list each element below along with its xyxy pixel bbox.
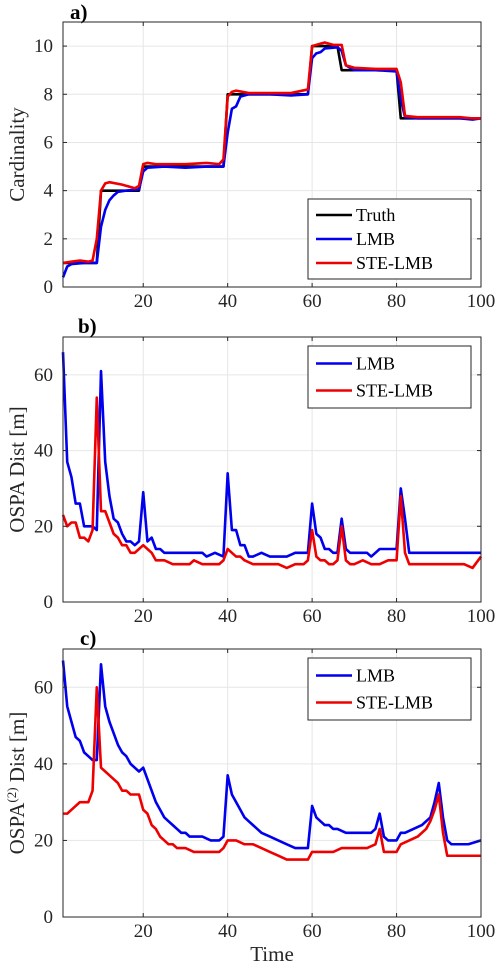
x-tick-label: 20 <box>134 921 153 942</box>
legend-label-ste-lmb: STE-LMB <box>356 253 433 273</box>
x-tick-label: 40 <box>218 606 237 627</box>
y-tick-label: 20 <box>34 830 53 851</box>
x-tick-label: 20 <box>134 606 153 627</box>
legend-label-ste-lmb: STE-LMB <box>356 693 433 713</box>
x-tick-label: 100 <box>467 606 496 627</box>
y-axis-label: Cardinality <box>5 107 29 202</box>
series-line-lmb <box>61 352 481 558</box>
y-tick-label: 0 <box>44 592 54 613</box>
y-tick-label: 40 <box>34 441 53 462</box>
series-line-ste-lmb <box>61 396 483 570</box>
legend-box <box>307 345 472 409</box>
x-tick-label: 20 <box>134 291 153 312</box>
x-tick-label: 80 <box>387 606 406 627</box>
y-tick-label: 0 <box>44 277 54 298</box>
y-tick-label: 40 <box>34 754 53 775</box>
x-tick-label: 80 <box>387 921 406 942</box>
x-tick-label: 60 <box>303 606 322 627</box>
panel-label: c) <box>80 626 96 650</box>
y-axis-label-main: OSPA <box>5 802 29 855</box>
x-axis-label: Time <box>250 942 294 966</box>
axes-box <box>62 648 482 918</box>
x-tick-label: 60 <box>303 921 322 942</box>
y-axis-label-superscript: (2) <box>4 787 19 802</box>
legend-box <box>307 657 472 721</box>
legend: LMB STE-LMB <box>307 657 472 721</box>
y-tick-label: 4 <box>44 181 54 202</box>
x-tick-label: 60 <box>303 291 322 312</box>
series-line-ste-lmb <box>63 685 481 861</box>
y-tick-label: 0 <box>44 907 54 928</box>
series-line-ste-lmb <box>62 41 481 265</box>
x-tick-label: 40 <box>218 921 237 942</box>
y-axis-label-tail: Dist [m] <box>5 712 29 788</box>
panel-label: a) <box>70 0 88 24</box>
legend-label-ste-lmb: STE-LMB <box>356 381 433 401</box>
y-tick-label: 2 <box>44 229 54 250</box>
y-tick-label: 10 <box>34 36 53 57</box>
panel-label: b) <box>78 314 97 338</box>
x-tick-label: 100 <box>467 291 496 312</box>
legend-label-truth: Truth <box>356 205 395 225</box>
legend-label-lmb: LMB <box>356 229 395 249</box>
panel-a: 20 40 60 80 100 0 2 4 6 8 10 Cardinality a) Truth LMB S… <box>5 0 495 312</box>
y-axis-label: OSPA Dist [m] <box>5 406 29 532</box>
legend-label-lmb: LMB <box>356 354 395 374</box>
series-line-lmb <box>61 660 482 850</box>
y-tick-label: 60 <box>34 677 53 698</box>
axes-box <box>62 21 482 288</box>
y-axis-label: OSPA(2) Dist [m] <box>4 712 29 855</box>
x-tick-label: 80 <box>387 291 406 312</box>
x-tick-label: 100 <box>467 921 496 942</box>
x-tick-label: 40 <box>218 291 237 312</box>
y-tick-label: 60 <box>34 365 53 386</box>
legend: LMB STE-LMB <box>307 345 472 409</box>
axes-box <box>62 336 482 603</box>
y-tick-label: 6 <box>44 132 54 153</box>
y-tick-label: 8 <box>44 84 54 105</box>
y-tick-label: 20 <box>34 516 53 537</box>
legend: Truth LMB STE-LMB <box>307 198 472 280</box>
legend-label-lmb: LMB <box>356 666 395 686</box>
